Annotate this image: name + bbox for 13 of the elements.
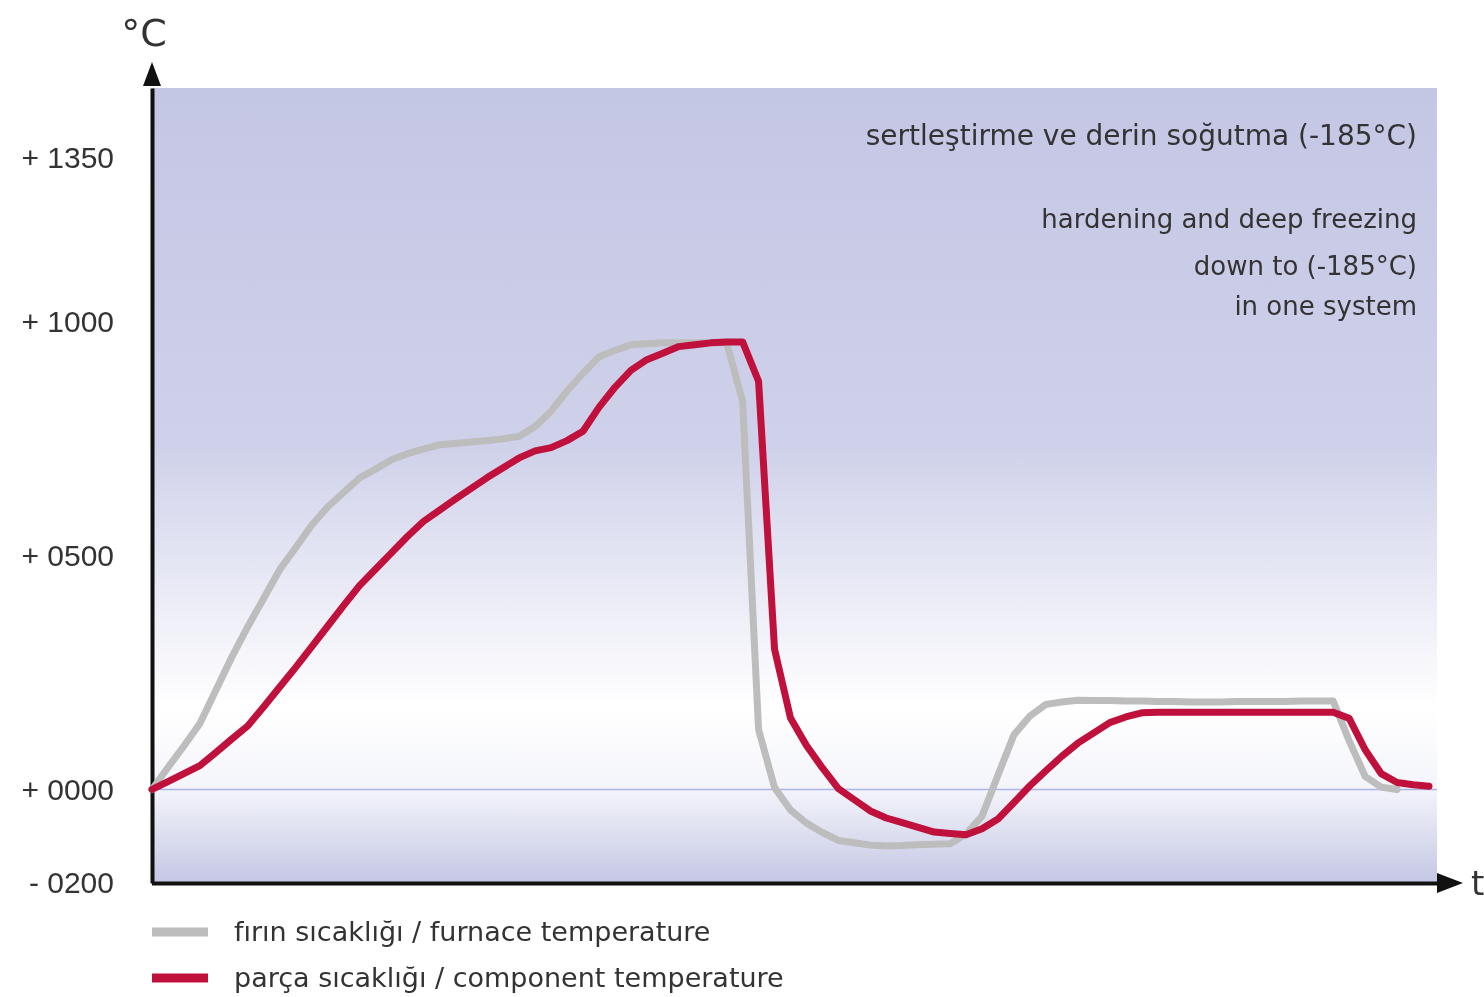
annotation: sertleştirme ve derin soğutma (-185°C) [865, 119, 1417, 152]
x-axis-title: t [1471, 863, 1484, 903]
y-tick-label: + 1350 [21, 141, 114, 175]
y-tick-label: + 0500 [21, 538, 114, 572]
y-tick-label: + 0000 [21, 772, 114, 806]
annotation: hardening and deep freezing [1041, 204, 1417, 234]
legend-label: parça sıcaklığı / component temperature [234, 962, 784, 993]
y-tick-label: + 1000 [21, 304, 114, 338]
annotation: down to (-185°C) [1193, 251, 1417, 281]
y-axis-title: °C [121, 11, 167, 55]
annotation: in one system [1234, 291, 1417, 321]
y-tick-label: - 0200 [28, 866, 114, 900]
legend-label: fırın sıcaklığı / furnace temperature [234, 916, 711, 947]
